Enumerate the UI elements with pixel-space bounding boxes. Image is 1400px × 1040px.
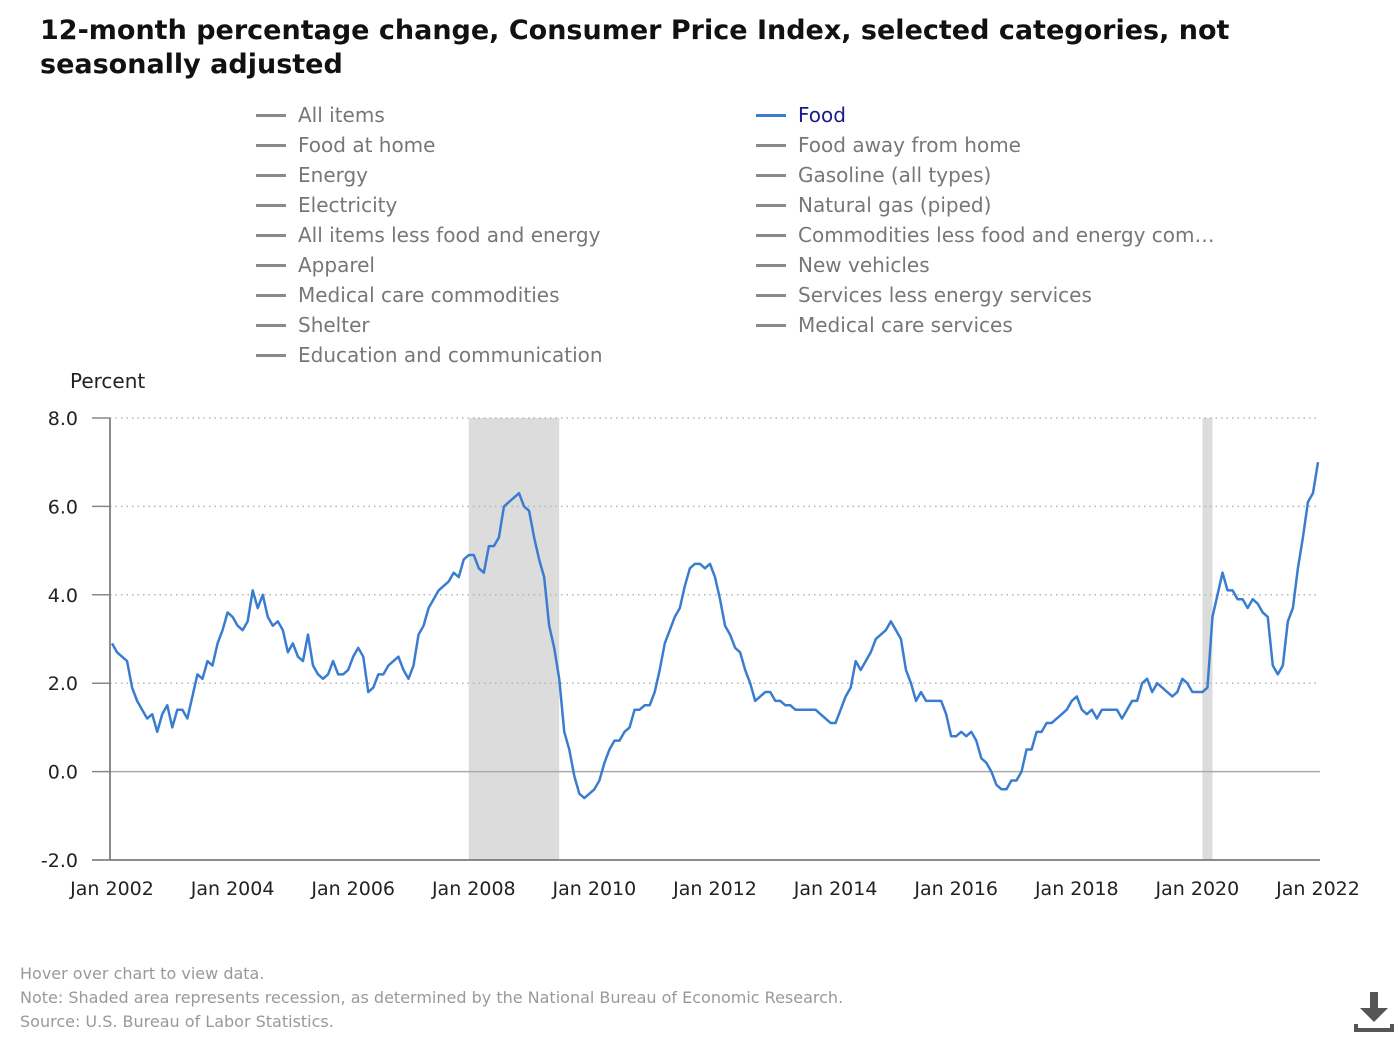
legend-swatch (756, 233, 786, 237)
recession-band (468, 418, 560, 860)
legend-item-gasoline-all-types[interactable]: Gasoline (all types) (756, 160, 991, 190)
axes (92, 418, 1320, 861)
legend-swatch (756, 113, 786, 117)
legend-item-electricity[interactable]: Electricity (256, 190, 397, 220)
legend-swatch (256, 293, 286, 297)
x-tick-label: Jan 2008 (431, 878, 516, 900)
x-tick-label: Jan 2020 (1155, 878, 1240, 900)
legend-label: Food (798, 103, 846, 127)
legend-label: Commodities less food and energy com… (798, 223, 1215, 247)
legend-item-education-and-communication[interactable]: Education and communication (256, 340, 603, 370)
x-tick-label: Jan 2010 (552, 878, 637, 900)
legend-label: Services less energy services (798, 283, 1092, 307)
recession-note: Note: Shaded area represents recession, … (20, 988, 844, 1007)
x-tick-label: Jan 2018 (1034, 878, 1119, 900)
legend-swatch (256, 263, 286, 267)
legend-item-services-less-energy-services[interactable]: Services less energy services (756, 280, 1092, 310)
legend-label: Electricity (298, 193, 398, 217)
legend-label: Natural gas (piped) (798, 193, 992, 217)
legend-swatch (756, 143, 786, 147)
legend-item-medical-care-commodities[interactable]: Medical care commodities (256, 280, 559, 310)
y-axis-ticks: 8.0 6.0 4.0 2.0 0.0 -2.0 (41, 408, 110, 872)
hover-hint: Hover over chart to view data. (20, 964, 265, 983)
legend-item-all-items-less-food-and-energy[interactable]: All items less food and energy (256, 220, 600, 250)
legend-label: Apparel (298, 253, 375, 277)
legend-swatch (256, 353, 286, 357)
legend-label: All items (298, 103, 385, 127)
x-tick-label: Jan 2004 (190, 878, 275, 900)
legend-swatch (756, 293, 786, 297)
legend-label: Medical care services (798, 313, 1013, 337)
grid-lines (110, 417, 1320, 773)
legend-label: Medical care commodities (298, 283, 560, 307)
line-chart[interactable]: Percent 8.06.04.02.00.0-2.0 Jan 2002 Jan … (0, 0, 1400, 930)
series-line-food[interactable] (110, 461, 1320, 800)
legend-swatch (256, 113, 286, 117)
legend-label: Shelter (298, 313, 370, 337)
legend-swatch (256, 173, 286, 177)
legend-label: Food at home (298, 133, 436, 157)
x-tick-label: Jan 2002 (69, 878, 154, 900)
legend-swatch (756, 263, 786, 267)
legend-swatch (756, 173, 786, 177)
legend-item-food[interactable]: Food (756, 100, 846, 130)
y-axis-label: Percent (70, 369, 145, 393)
legend-item-energy[interactable]: Energy (256, 160, 368, 190)
legend-label: New vehicles (798, 253, 930, 277)
x-axis-ticks: Jan 2002 Jan 2004 Jan 2006 Jan 2008 Jan 2010… (69, 878, 1360, 900)
source-note: Source: U.S. Bureau of Labor Statistics. (20, 1012, 334, 1031)
legend-label: Food away from home (798, 133, 1021, 157)
legend-item-all-items[interactable]: All items (256, 100, 385, 130)
legend-swatch (256, 323, 286, 327)
series-group (110, 461, 1320, 800)
y-tick-label: 0.0 (48, 762, 78, 784)
x-tick-label: Jan 2014 (793, 878, 878, 900)
legend-item-food-at-home[interactable]: Food at home (256, 130, 435, 160)
legend-label: Energy (298, 163, 369, 187)
x-tick-label: Jan 2006 (310, 878, 395, 900)
legend-item-medical-care-services[interactable]: Medical care services (756, 310, 1013, 340)
legend-item-apparel[interactable]: Apparel (256, 250, 375, 280)
legend-label: Education and communication (298, 343, 603, 367)
legend-item-food-away-from-home[interactable]: Food away from home (756, 130, 1021, 160)
y-tick-label: 8.0 (48, 408, 78, 430)
legend-item-new-vehicles[interactable]: New vehicles (756, 250, 930, 280)
legend-swatch (756, 323, 786, 327)
legend-swatch (256, 233, 286, 237)
legend-label: All items less food and energy (298, 223, 601, 247)
y-tick-label: 4.0 (48, 585, 78, 607)
legend-swatch (256, 203, 286, 207)
y-tick-label: 6.0 (48, 496, 78, 518)
y-tick-label: 2.0 (48, 673, 78, 695)
chart-title: 12-month percentage change, Consumer Pri… (40, 15, 1230, 80)
x-tick-label: Jan 2016 (913, 878, 998, 900)
recession-shading (468, 418, 1213, 860)
download-icon[interactable] (1352, 990, 1396, 1034)
legend-item-commodities-less-food-and-energy-com[interactable]: Commodities less food and energy com… (756, 220, 1215, 250)
x-tick-label: Jan 2022 (1275, 878, 1360, 900)
recession-band (1202, 418, 1213, 860)
legend-item-natural-gas-piped[interactable]: Natural gas (piped) (756, 190, 991, 220)
legend-label: Gasoline (all types) (798, 163, 992, 187)
x-tick-label: Jan 2012 (672, 878, 757, 900)
y-tick-label: -2.0 (41, 850, 78, 872)
legend-item-shelter[interactable]: Shelter (256, 310, 370, 340)
legend-swatch (256, 143, 286, 147)
legend-swatch (756, 203, 786, 207)
